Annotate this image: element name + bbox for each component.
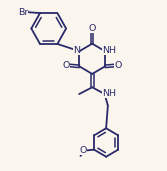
Text: Br: Br — [18, 8, 28, 17]
Text: O: O — [89, 24, 96, 33]
Text: O: O — [79, 146, 87, 155]
Text: NH: NH — [102, 46, 116, 55]
Text: O: O — [63, 61, 70, 70]
Text: O: O — [114, 61, 122, 70]
Text: NH: NH — [102, 89, 116, 98]
Text: N: N — [73, 46, 80, 55]
